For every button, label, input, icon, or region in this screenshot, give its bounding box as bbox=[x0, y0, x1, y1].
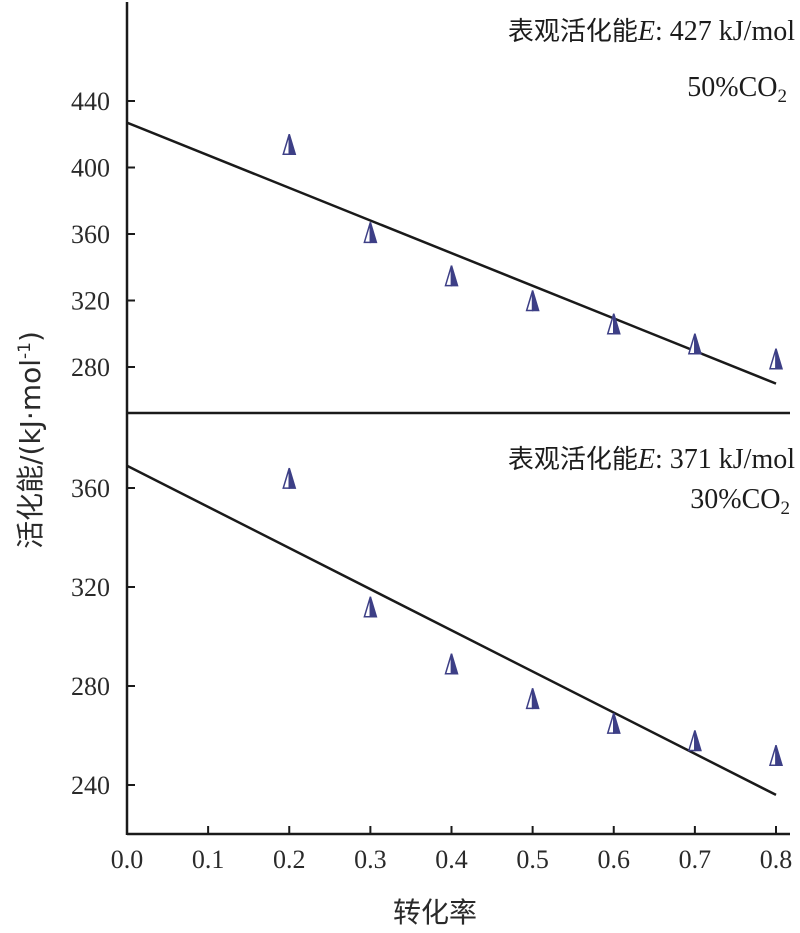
bottom-panel-marker-light bbox=[363, 596, 372, 618]
bottom-panel-fit-line bbox=[126, 464, 777, 797]
bottom-panel-y-tick-label: 280 bbox=[71, 672, 110, 701]
top-annot-value: : 427 kJ/mol bbox=[655, 16, 795, 47]
x-tick-label: 0.5 bbox=[516, 845, 549, 874]
plot-layer: 0.0 0.1 0.2 0.3 0.4 0.5 0.6 0.7 0.8 280 320 360 400 4… bbox=[71, 2, 792, 874]
bottom-annot-var: E bbox=[637, 444, 655, 475]
top-panel-marker-light bbox=[282, 134, 290, 155]
top-condition-sub: 2 bbox=[778, 86, 788, 107]
top-panel-y-tick-label: 320 bbox=[71, 287, 110, 316]
bottom-activation-energy-text: 表观活化能E: 371 kJ/mol bbox=[508, 444, 795, 475]
bottom-annot-label: 表观活化能 bbox=[508, 445, 638, 475]
y-axis-title: 活化能/(kJ·mol-1) bbox=[14, 331, 47, 549]
bottom-panel-y-tick-label: 360 bbox=[71, 474, 110, 503]
bottom-condition-text: 30%CO2 bbox=[690, 484, 790, 519]
bottom-condition-sub: 2 bbox=[781, 498, 791, 519]
bottom-panel-marker-dark bbox=[694, 730, 702, 752]
bottom-panel-marker-dark bbox=[450, 653, 459, 675]
bottom-panel-marker-light bbox=[606, 712, 615, 734]
x-tick-label: 0.8 bbox=[760, 845, 793, 874]
top-panel-marker-light bbox=[768, 348, 777, 370]
top-panel-y-tick-label: 360 bbox=[71, 220, 110, 249]
y-axis-title-end: ) bbox=[14, 331, 47, 342]
x-axis-title: 转化率 bbox=[393, 896, 477, 929]
bottom-panel-marker-dark bbox=[369, 596, 378, 618]
top-annot-label: 表观活化能 bbox=[508, 17, 638, 47]
bottom-panel-marker-light bbox=[768, 745, 777, 767]
top-panel-marker-light bbox=[363, 222, 372, 244]
x-tick-label: 0.7 bbox=[679, 845, 712, 874]
bottom-panel-marker-light bbox=[282, 467, 290, 489]
top-panel-marker-light bbox=[687, 333, 696, 355]
top-panel-y-tick-label: 400 bbox=[71, 154, 110, 183]
bottom-annot-value: : 371 kJ/mol bbox=[655, 444, 795, 475]
bottom-panel-marker-light bbox=[687, 730, 696, 752]
bottom-panel-marker-light bbox=[444, 653, 453, 675]
top-panel-marker-light bbox=[444, 265, 453, 287]
top-panel-fit-line bbox=[126, 121, 777, 385]
bottom-panel-marker-dark bbox=[288, 467, 297, 489]
top-panel-marker-dark bbox=[531, 290, 540, 312]
bottom-panel-marker-dark bbox=[613, 712, 621, 734]
top-panel-marker-dark bbox=[450, 265, 459, 287]
y-axis-title-sup: -1 bbox=[15, 342, 35, 359]
top-condition-text: 50%CO2 bbox=[687, 72, 787, 107]
x-tick-label: 0.0 bbox=[111, 845, 144, 874]
x-tick-label: 0.4 bbox=[435, 845, 468, 874]
top-panel-marker-light bbox=[525, 290, 534, 312]
top-panel-y-tick-label: 440 bbox=[71, 87, 110, 116]
bottom-condition-prefix: 30%CO bbox=[690, 484, 780, 515]
top-panel-marker-dark bbox=[694, 333, 702, 355]
top-panel-marker-dark bbox=[775, 348, 784, 370]
bottom-panel-marker-dark bbox=[775, 745, 784, 767]
top-panel-marker-dark bbox=[613, 313, 621, 335]
top-activation-energy-text: 表观活化能E: 427 kJ/mol bbox=[508, 16, 795, 47]
top-panel-marker-dark bbox=[288, 134, 297, 155]
top-annot-var: E bbox=[637, 16, 655, 47]
x-tick-label: 0.1 bbox=[192, 845, 225, 874]
y-axis-title-main: 活化能/(kJ·mol bbox=[14, 359, 47, 549]
top-condition-prefix: 50%CO bbox=[687, 72, 777, 103]
bottom-panel-marker-dark bbox=[531, 688, 540, 710]
bottom-panel-y-tick-label: 240 bbox=[71, 771, 110, 800]
x-tick-label: 0.6 bbox=[598, 845, 631, 874]
x-tick-label: 0.3 bbox=[354, 845, 387, 874]
top-panel-marker-dark bbox=[369, 222, 378, 244]
x-tick-label: 0.2 bbox=[273, 845, 306, 874]
bottom-panel-y-tick-label: 320 bbox=[71, 573, 110, 602]
bottom-panel-marker-light bbox=[525, 688, 534, 710]
top-panel-y-tick-label: 280 bbox=[71, 353, 110, 382]
